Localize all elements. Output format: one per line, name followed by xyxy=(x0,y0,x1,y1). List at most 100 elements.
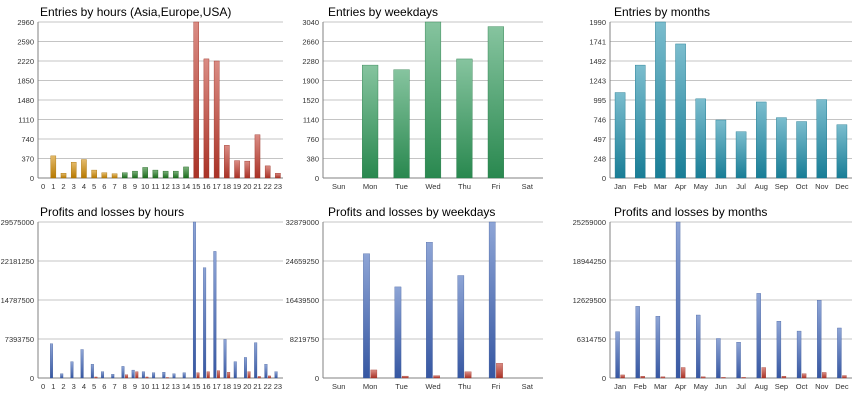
profit-bar xyxy=(141,371,145,379)
x-tick-label: 19 xyxy=(233,382,241,391)
x-tick-label: 4 xyxy=(82,382,86,391)
x-tick-label: 20 xyxy=(243,182,251,191)
profit-bar xyxy=(655,316,661,379)
profit-bar xyxy=(274,371,278,379)
x-tick-label: 7 xyxy=(112,382,116,391)
x-tick-label: Nov xyxy=(815,182,829,191)
y-tick-label: 0 xyxy=(315,374,319,383)
profit-bar xyxy=(837,327,842,379)
y-tick-label: 1480 xyxy=(17,96,34,105)
profit-bar xyxy=(70,361,74,379)
x-tick-label: Wed xyxy=(425,182,440,191)
y-tick-label: 1520 xyxy=(302,96,319,105)
y-tick-label: 2220 xyxy=(17,57,34,66)
x-tick-label: Sat xyxy=(522,182,534,191)
profit-bar xyxy=(182,372,186,379)
x-tick-label: 17 xyxy=(212,382,220,391)
x-tick-label: Mar xyxy=(654,382,667,391)
bar xyxy=(111,173,118,179)
x-tick-label: 2 xyxy=(61,182,65,191)
y-tick-label: 32879000 xyxy=(286,218,319,227)
y-tick-label: 22181250 xyxy=(1,257,34,266)
loss-bar xyxy=(216,370,220,379)
profit-bar xyxy=(213,251,217,379)
profit-bar xyxy=(223,339,227,379)
x-tick-label: Thu xyxy=(458,382,471,391)
x-tick-label: Tue xyxy=(395,382,408,391)
x-tick-label: 11 xyxy=(151,382,159,391)
x-tick-label: May xyxy=(694,382,708,391)
y-tick-label: 1850 xyxy=(17,77,34,86)
y-tick-label: 7393750 xyxy=(5,335,34,344)
profit-bar xyxy=(696,314,701,379)
x-tick-label: 20 xyxy=(243,382,251,391)
x-tick-label: 12 xyxy=(161,382,169,391)
x-tick-label: Tue xyxy=(395,182,408,191)
x-tick-label: Mar xyxy=(654,182,667,191)
x-tick-label: Oct xyxy=(796,382,809,391)
y-tick-label: 8219750 xyxy=(290,335,319,344)
y-tick-label: 0 xyxy=(602,374,606,383)
profit-bar xyxy=(244,357,247,379)
profit-bar xyxy=(264,364,268,379)
profit-bar xyxy=(192,221,196,379)
loss-bar xyxy=(640,375,645,379)
chart-panel-2: Entries by weekdays 0 380 760 1140 1520 1900 22… xyxy=(302,5,543,191)
loss-bar xyxy=(268,375,271,379)
bar xyxy=(203,58,210,179)
x-tick-label: 8 xyxy=(123,182,127,191)
bar xyxy=(193,21,199,179)
x-tick-label: 14 xyxy=(182,382,190,391)
bar xyxy=(735,131,747,179)
x-tick-label: 15 xyxy=(192,182,200,191)
profit-bar xyxy=(121,366,125,379)
bar xyxy=(675,43,686,179)
x-tick-label: Aug xyxy=(755,182,768,191)
loss-bar xyxy=(433,375,440,379)
x-tick-label: 0 xyxy=(41,182,45,191)
x-tick-label: Oct xyxy=(796,182,809,191)
bar xyxy=(173,170,179,179)
chart-title: Profits and losses by months xyxy=(614,205,767,219)
loss-bar xyxy=(842,375,847,379)
y-tick-label: 24659250 xyxy=(286,257,319,266)
bar xyxy=(655,21,666,179)
y-tick-label: 0 xyxy=(30,374,34,383)
profit-bar xyxy=(162,372,166,379)
y-tick-label: 740 xyxy=(21,135,34,144)
x-tick-label: 9 xyxy=(133,182,137,191)
x-tick-label: 16 xyxy=(202,382,210,391)
x-tick-label: 4 xyxy=(82,182,86,191)
bar xyxy=(122,172,128,179)
bar xyxy=(50,155,57,179)
profit-bar xyxy=(716,338,721,379)
loss-bar xyxy=(247,371,251,379)
x-tick-label: Jan xyxy=(614,382,626,391)
x-tick-label: Mon xyxy=(363,182,378,191)
y-tick-label: 3040 xyxy=(302,18,319,27)
x-tick-label: 1 xyxy=(51,382,55,391)
y-tick-label: 14787500 xyxy=(1,296,34,305)
bar xyxy=(132,170,138,179)
loss-bar xyxy=(145,376,149,379)
x-tick-label: Jun xyxy=(715,382,727,391)
x-tick-label: May xyxy=(694,182,708,191)
y-tick-label: 370 xyxy=(21,155,34,164)
bar xyxy=(213,60,220,179)
x-tick-label: Fri xyxy=(491,182,500,191)
loss-bar xyxy=(125,374,129,379)
x-tick-label: Sat xyxy=(522,382,534,391)
y-tick-label: 2660 xyxy=(302,38,319,47)
bar xyxy=(635,64,646,179)
x-tick-label: 10 xyxy=(141,182,149,191)
y-tick-label: 746 xyxy=(593,116,606,125)
x-tick-label: 3 xyxy=(72,182,76,191)
y-tick-label: 1741 xyxy=(589,38,606,47)
profit-bar xyxy=(394,286,402,379)
bar xyxy=(91,169,97,179)
x-tick-label: 6 xyxy=(102,182,106,191)
chart-title: Entries by months xyxy=(614,5,710,19)
profit-bar xyxy=(131,369,135,379)
chart-title: Profits and losses by weekdays xyxy=(328,205,495,219)
x-tick-label: 6 xyxy=(102,382,106,391)
